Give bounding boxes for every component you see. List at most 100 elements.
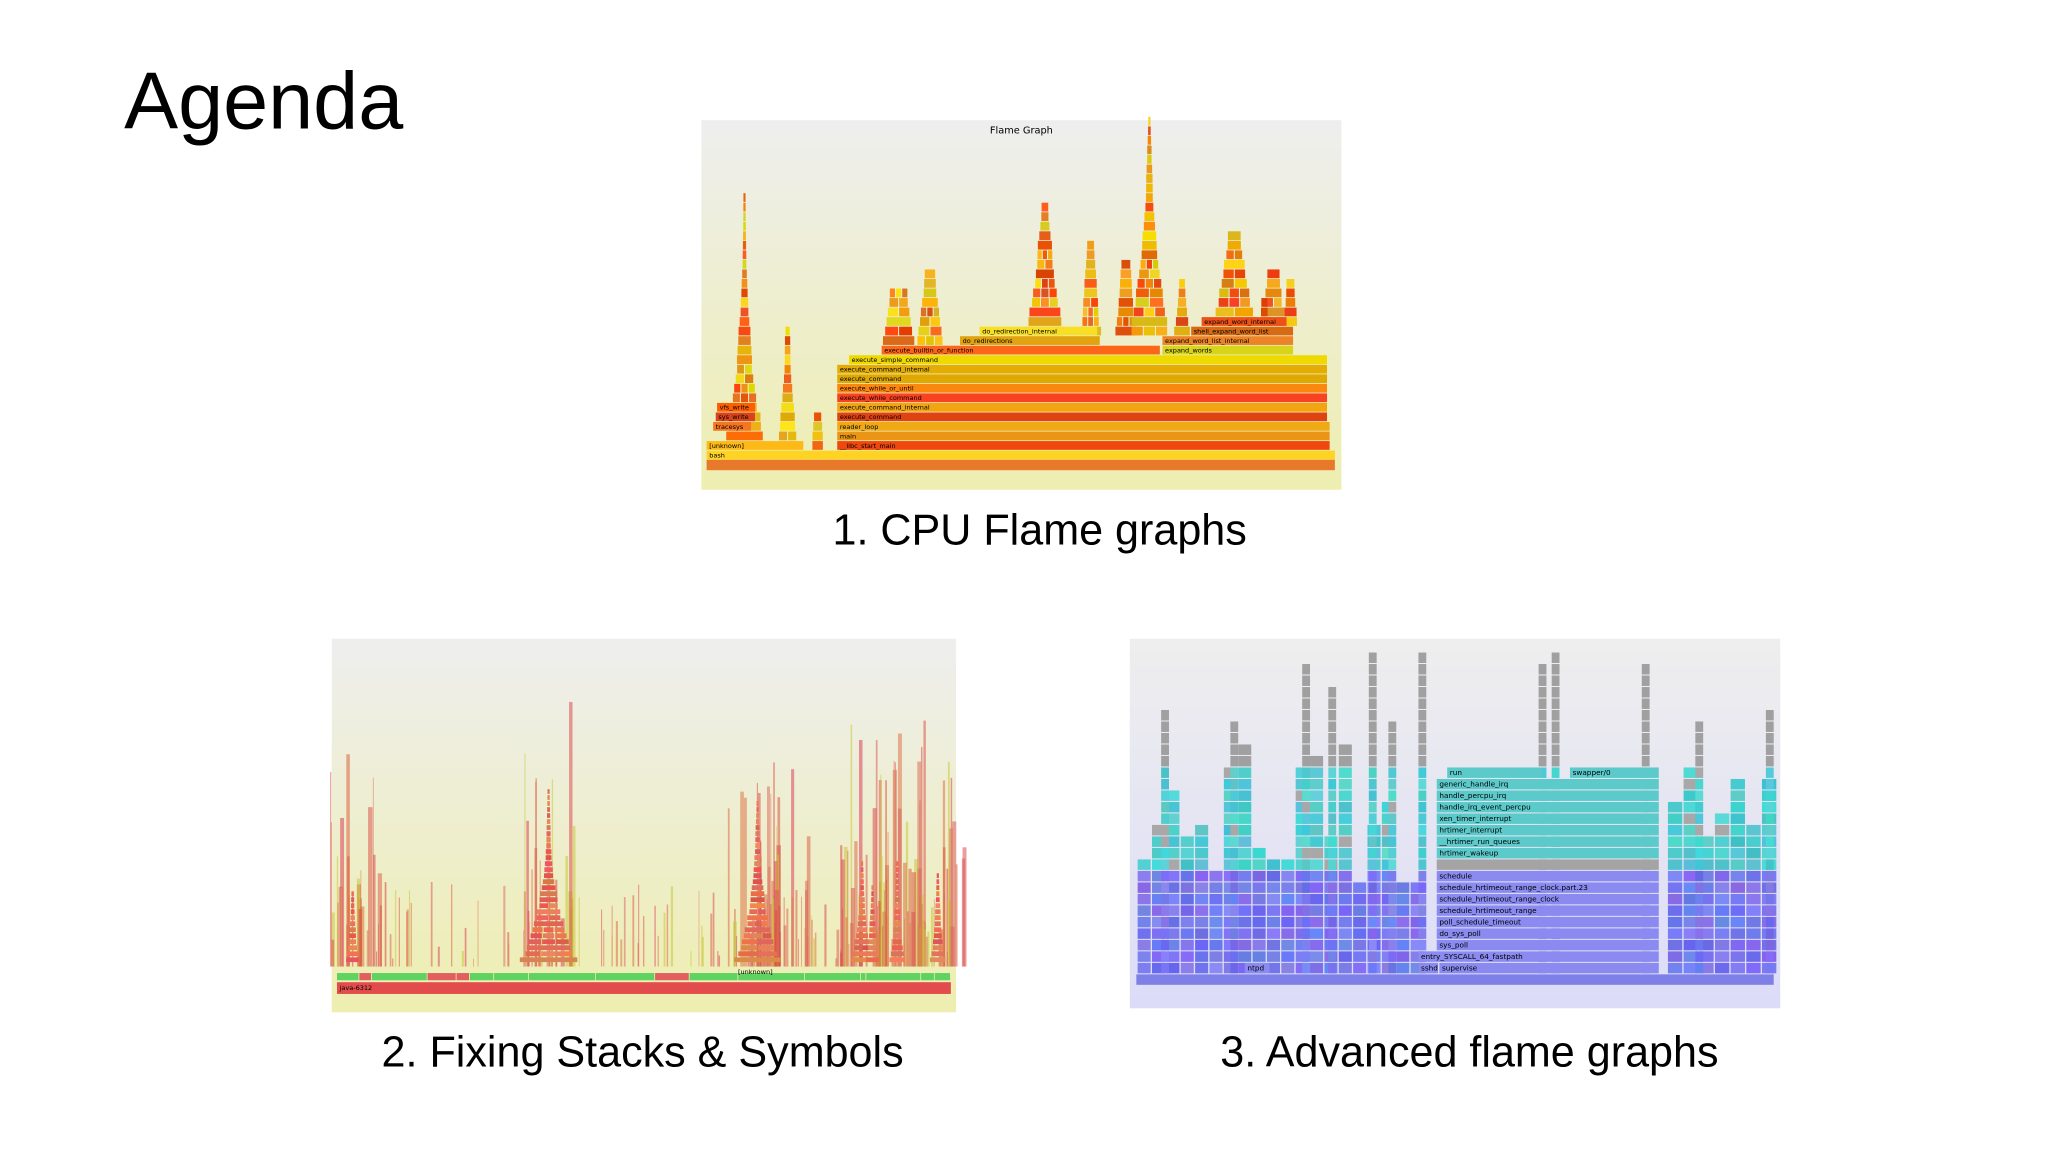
flame-frame [1730,962,1745,974]
flame-frame [871,885,874,890]
flame-frame [1223,801,1237,813]
flame-frame [743,193,746,202]
flame-frame [858,739,863,967]
flame-frame [784,336,791,345]
flame-frame [655,973,689,981]
frame-label: expand_word_internal [1204,318,1276,326]
flame-frame [1283,317,1297,326]
flame-frame [902,288,908,298]
flame-frame [1286,288,1295,298]
flame-frame [1714,813,1730,824]
flame-frame [1049,298,1058,307]
flame-frame [870,909,875,915]
flame-frame [784,345,791,355]
flame-frame [1328,813,1337,824]
flame-frame [1137,928,1151,939]
flame-frame [753,933,762,939]
flame-frame [885,326,899,336]
flame-frame [735,936,738,967]
flame-frame [1396,939,1410,951]
flame-frame [1238,859,1252,870]
flame-frame [1551,721,1560,732]
flame-frame [837,422,1330,431]
flame-frame [1223,882,1237,893]
flame-frame [1151,893,1166,905]
flame-frame [1667,939,1683,951]
flame-frame [1368,916,1377,928]
flame-frame [1695,939,1704,951]
flame-frame [784,364,791,374]
flame-frame [1436,882,1659,893]
flame-frame [1695,836,1704,847]
flame-frame [1281,905,1295,916]
flame-frame [936,885,940,890]
flame-frame [542,933,555,939]
flame-frame [1161,744,1169,755]
flame-frame [1166,859,1180,870]
flame-frame [1195,893,1209,905]
flame-frame [1180,859,1194,870]
flame-frame [1151,928,1166,939]
flame-frame [924,269,936,279]
flame-frame [1338,916,1352,928]
flame-frame [524,753,526,967]
flame-frame [1238,767,1252,778]
flame-frame [813,422,823,431]
frame-label: sys_poll [1439,941,1468,950]
flame-frame [889,288,896,298]
flame-frame [758,909,766,915]
flame-frame [934,915,941,921]
flame-frame [735,374,744,384]
flame-frame [920,317,930,326]
flame-frame [867,951,878,957]
flame-frame [1281,939,1295,951]
flame-frame [1368,882,1377,893]
flame-frame [744,927,771,933]
flame-frame [761,921,768,927]
flame-frame [845,917,848,967]
flame-frame [394,890,397,967]
flame-frame [615,921,618,967]
flame-frame [1093,307,1099,317]
flame-frame [1667,847,1683,859]
flame-frame [1353,893,1367,905]
flame-frame [578,897,580,967]
flame-frame [1765,836,1774,847]
flame-frame [903,862,907,967]
flame-frame [349,927,356,933]
flame-frame [1151,859,1166,870]
flame-frame [1166,813,1180,824]
flame-frame [741,945,758,951]
flame-frame [1230,721,1239,732]
flame-frame [788,431,797,441]
flame-frame [1328,847,1337,859]
flame-frame [1765,778,1774,790]
flame-frame [742,269,747,279]
flame-frame [1730,778,1745,790]
flame-frame [547,813,551,818]
flame-frame [1146,164,1153,174]
flame-frame [348,896,350,967]
flame-frame [1230,801,1239,813]
flame-frame [1418,813,1427,824]
flame-frame [1048,250,1053,260]
flame-frame [1538,767,1547,778]
flame-frame [530,933,542,939]
flame-frame [795,890,798,967]
caption: 2. Fixing Stacks & Symbols [382,1029,904,1077]
frame-label: execute_while_or_until [840,385,914,393]
flame-frame [1641,710,1650,721]
flame-frame [934,921,941,927]
frame-label: execute_command_internal [840,404,930,412]
flame-frame [837,374,1328,384]
flame-frame [742,240,747,250]
flame-frame [935,903,941,909]
flame-frame [1418,721,1427,732]
flame-frame [1295,767,1309,778]
flame-frame [701,936,704,967]
flame-frame [1683,962,1698,974]
flame-frame [1094,317,1099,326]
flame-frame [927,931,930,967]
flame-frame [1223,767,1237,778]
